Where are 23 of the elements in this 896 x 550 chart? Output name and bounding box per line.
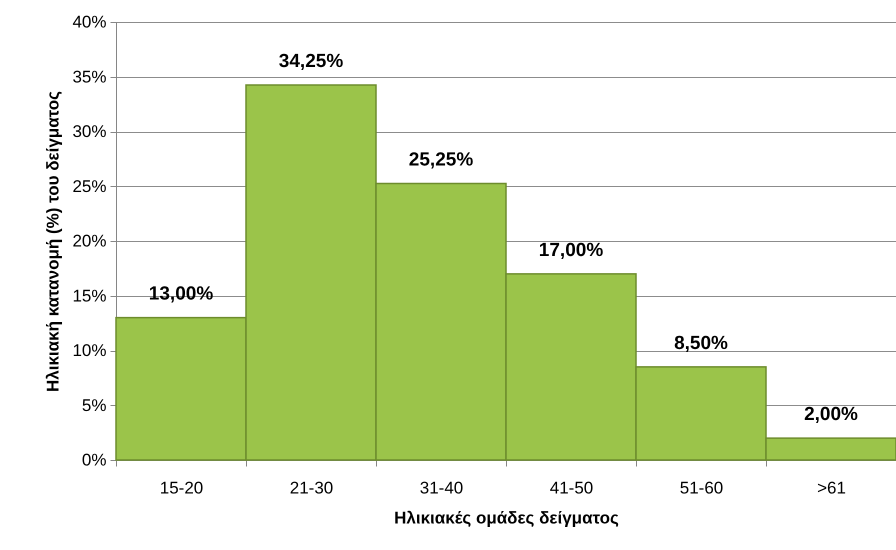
- y-tick-label: 35%: [72, 67, 106, 86]
- y-tick-label: 10%: [72, 341, 106, 360]
- x-axis-title: Ηλικιακές ομάδες δείγματος: [394, 508, 620, 528]
- data-label: 13,00%: [148, 284, 214, 305]
- y-tick-label: 0%: [82, 450, 106, 470]
- y-tick-label: 25%: [72, 176, 106, 196]
- x-tick-label: 41-50: [550, 478, 594, 498]
- y-tick-label: 20%: [72, 232, 106, 250]
- y-axis-title: Ηλικιακή κατανομή (%) του δείγματος: [43, 90, 62, 392]
- data-label: 8,50%: [674, 332, 728, 354]
- x-tick-label: 15-20: [160, 478, 204, 498]
- x-tick-label: 31-40: [420, 478, 464, 498]
- data-label: 25,25%: [408, 150, 474, 171]
- y-tick-label: 40%: [72, 12, 106, 32]
- y-tick-label: 30%: [72, 122, 106, 141]
- y-tick-label: 5%: [82, 396, 106, 415]
- data-label: 17,00%: [538, 240, 604, 261]
- data-label: 2,00%: [804, 404, 858, 426]
- x-tick-label: 21-30: [290, 478, 334, 498]
- y-tick-label: 15%: [72, 286, 106, 306]
- x-tick-label: >61: [817, 478, 846, 498]
- x-tick-label: 51-60: [680, 478, 724, 498]
- data-label: 34,25%: [278, 50, 344, 72]
